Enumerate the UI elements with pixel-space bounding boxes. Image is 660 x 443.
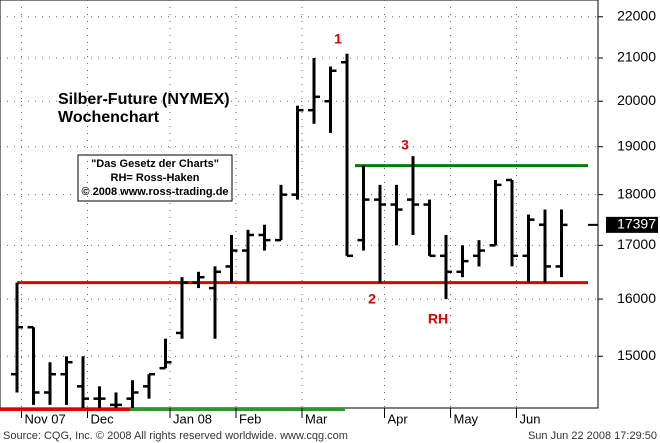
y-tick-label: 15000 (617, 347, 656, 363)
timestamp: Sun Jun 22 2008 17:29:50 (528, 430, 657, 442)
source: Source: CQG, Inc. © 2008 All rights rese… (3, 430, 348, 442)
annotation: 1 (334, 31, 342, 47)
chart-title: Silber-Future (NYMEX) (58, 91, 230, 108)
x-tick-label: Jan 08 (173, 411, 212, 426)
axis-band (130, 408, 345, 411)
x-tick-label: Dec (91, 411, 115, 426)
note-line: RH= Ross-Haken (111, 172, 200, 184)
x-tick-label: Mar (305, 411, 328, 426)
y-tick-label: 21000 (617, 49, 656, 65)
note-line: "Das Gesetz der Charts" (91, 158, 219, 170)
y-tick-label: 16000 (617, 290, 656, 306)
note-box (77, 154, 233, 202)
annotation: 2 (368, 291, 376, 307)
y-tick-label: 20000 (617, 92, 656, 108)
axis-band (0, 408, 130, 411)
x-tick-label: Nov 07 (25, 411, 66, 426)
x-tick-label: Jun (520, 411, 541, 426)
x-tick-label: May (454, 411, 479, 426)
y-tick-label: 18000 (617, 185, 656, 201)
y-tick-label: 19000 (617, 137, 656, 153)
y-tick-label: 22000 (617, 7, 656, 23)
plot-area (0, 0, 599, 409)
annotation: 3 (401, 137, 409, 153)
x-tick-label: Feb (239, 411, 261, 426)
note-line: © 2008 www.ross-trading.de (81, 186, 228, 198)
x-tick-label: Apr (388, 411, 409, 426)
last-price-box (606, 216, 658, 233)
chart-subtitle: Wochenchart (58, 109, 160, 126)
annotation: RH (428, 311, 448, 327)
last-price-label: 17397 (617, 216, 656, 232)
y-tick-label: 17000 (617, 236, 656, 252)
